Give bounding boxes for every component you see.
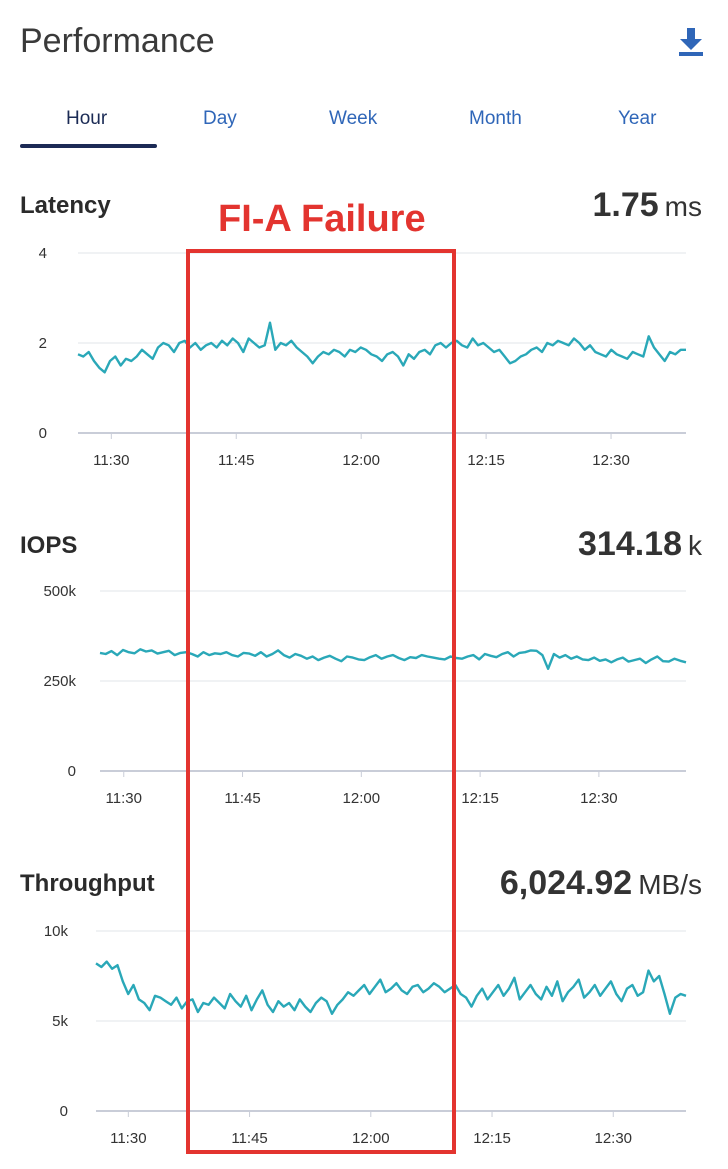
active-tab-indicator	[20, 144, 157, 148]
failure-annotation-label: FI-A Failure	[218, 198, 426, 240]
iops-x-tick-label: 11:30	[106, 790, 142, 807]
throughput-x-tick-label: 12:30	[594, 1130, 632, 1147]
iops-chart: 0 250k 500k 11:30 11:45 12:00 12:15 12:30	[43, 583, 687, 807]
download-icon[interactable]	[676, 26, 706, 58]
throughput-y-tick-label: 10k	[44, 923, 69, 940]
iops-value-number: 314.18	[578, 525, 682, 563]
latency-x-tick-label: 12:15	[467, 452, 505, 469]
throughput-title: Throughput	[20, 870, 155, 897]
throughput-value: 6,024.92 MB/s	[500, 864, 702, 903]
iops-y-tick-label: 0	[68, 763, 76, 780]
throughput-x-tick-label: 11:45	[231, 1130, 267, 1147]
throughput-value-number: 6,024.92	[499, 864, 633, 902]
iops-y-tick-label: 500k	[43, 583, 76, 600]
iops-x-tick-label: 12:15	[461, 790, 499, 807]
tab-year[interactable]: Year	[618, 108, 657, 129]
throughput-series-line	[95, 960, 687, 1016]
iops-title: IOPS	[20, 532, 78, 559]
page-title: Performance	[20, 22, 215, 60]
tab-week[interactable]: Week	[329, 108, 378, 129]
latency-y-tick-label: 2	[39, 335, 47, 352]
latency-y-tick-label: 4	[39, 245, 47, 262]
throughput-unit: MB/s	[638, 869, 702, 900]
throughput-y-tick-label: 0	[60, 1103, 68, 1120]
latency-value-number: 1.75	[592, 186, 659, 224]
iops-unit: k	[688, 530, 702, 561]
latency-x-tick-label: 12:00	[342, 452, 380, 469]
latency-chart: 0 2 4 11:30 11:45 12:00 12:15 12:30	[39, 245, 686, 469]
latency-x-tick-label: 12:30	[592, 452, 630, 469]
tab-hour[interactable]: Hour	[66, 108, 108, 129]
latency-title: Latency	[20, 192, 111, 219]
throughput-x-tick-label: 12:15	[473, 1130, 511, 1147]
time-range-tabs: Hour Day Week Month Year	[0, 100, 728, 150]
latency-y-tick-label: 0	[39, 425, 47, 442]
throughput-x-tick-label: 11:30	[110, 1130, 146, 1147]
latency-value: 1.75 ms	[592, 186, 702, 225]
tab-day[interactable]: Day	[203, 108, 237, 129]
failure-highlight-box	[186, 249, 456, 1154]
iops-series-line	[99, 648, 687, 671]
tab-month[interactable]: Month	[469, 108, 522, 129]
throughput-y-tick-label: 5k	[52, 1013, 68, 1030]
iops-x-tick-label: 11:45	[224, 790, 260, 807]
latency-x-tick-label: 11:30	[93, 452, 129, 469]
latency-x-tick-label: 11:45	[218, 452, 254, 469]
iops-value: 314.18 k	[578, 525, 702, 564]
throughput-chart: 0 5k 10k 11:30 11:45 12:00 12:15 12:30	[44, 923, 687, 1147]
latency-unit: ms	[664, 191, 702, 222]
throughput-x-tick-label: 12:00	[352, 1130, 390, 1147]
latency-series-line	[77, 321, 686, 374]
iops-y-tick-label: 250k	[43, 673, 76, 690]
iops-x-tick-label: 12:00	[343, 790, 381, 807]
iops-x-tick-label: 12:30	[580, 790, 618, 807]
